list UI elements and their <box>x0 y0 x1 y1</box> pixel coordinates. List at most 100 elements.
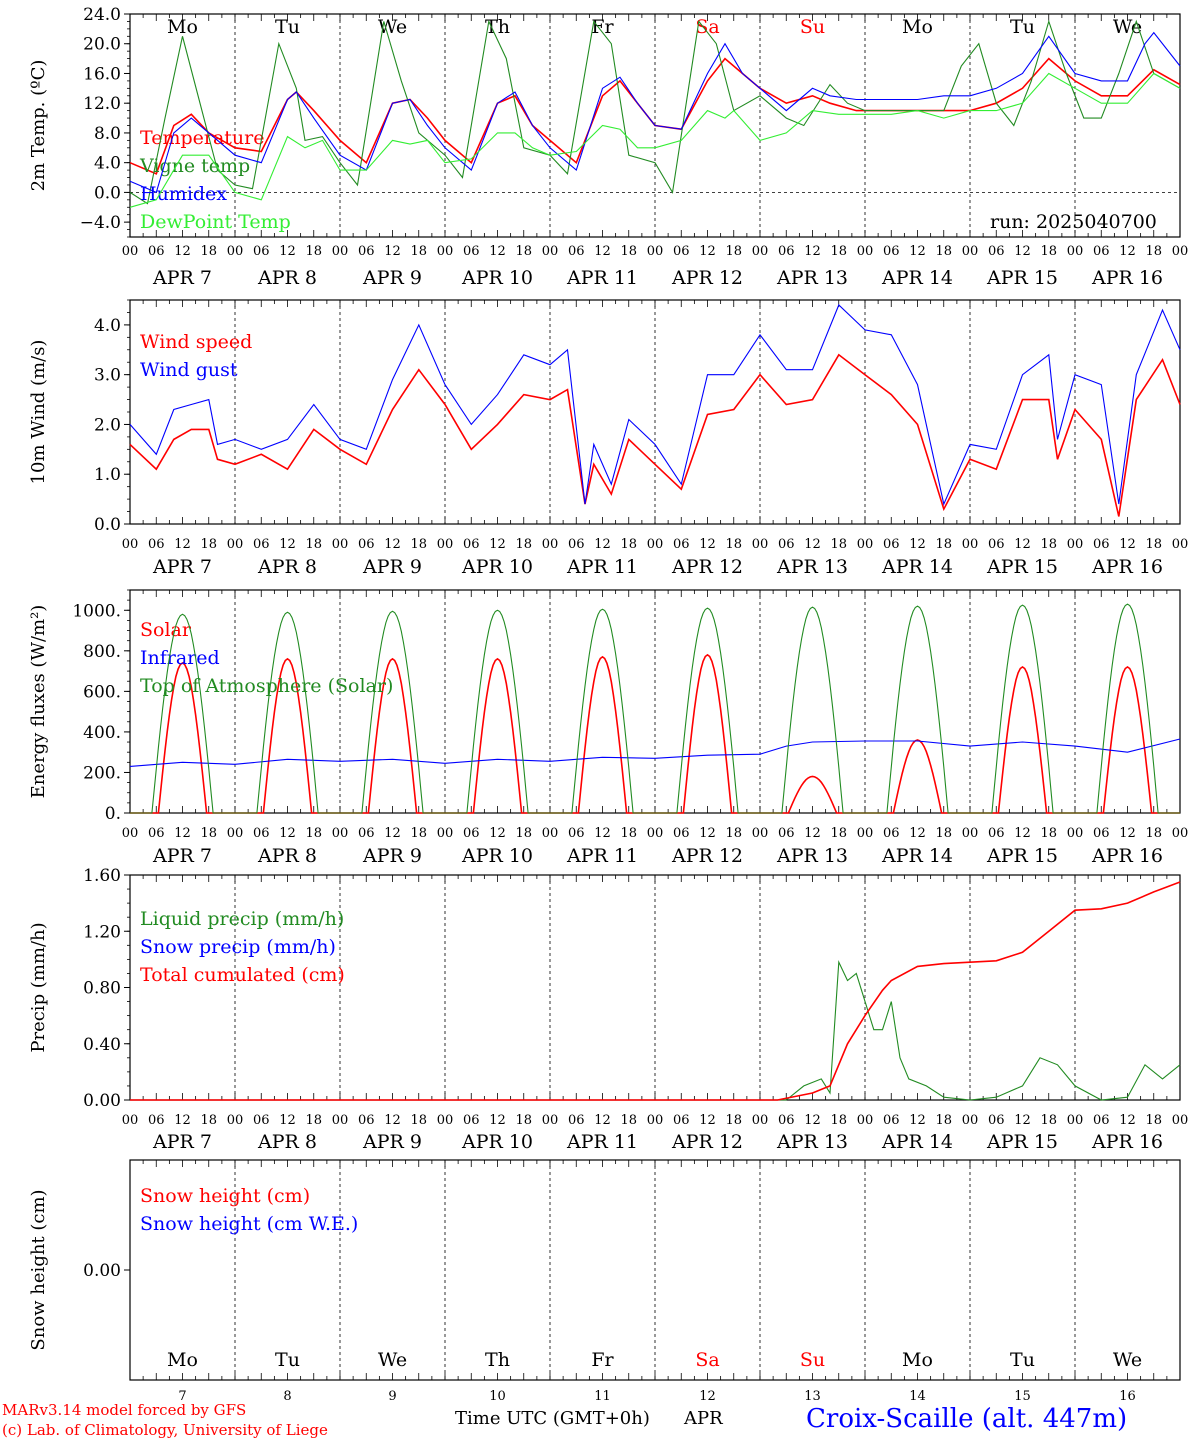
y-tick-label: 200. <box>83 763 121 783</box>
panel-4: 1.60 1.20 0.80 0.40 0.00 Precip (mm/h) 00 06 12 1… <box>28 866 1188 1153</box>
hour-tick-label: 00 <box>857 244 874 259</box>
date-label: APR 16 <box>1091 845 1163 867</box>
hour-tick-label: 00 <box>227 244 244 259</box>
date-label: APR 12 <box>671 1131 743 1153</box>
hour-tick-label: 00 <box>437 826 454 841</box>
hour-tick-label: 00 <box>122 826 139 841</box>
hour-tick-label: 12 <box>489 826 506 841</box>
day-name-label: Tu <box>275 16 300 38</box>
hour-tick-label: 18 <box>305 244 322 259</box>
y-axis-label: Energy fluxes (W/m²) <box>28 605 49 799</box>
hour-tick-label: 06 <box>778 826 795 841</box>
hour-tick-label: 06 <box>673 537 690 552</box>
y-tick-label: 8.0 <box>94 124 121 144</box>
date-label: APR 10 <box>461 1131 533 1153</box>
hour-tick-label: 18 <box>1145 537 1162 552</box>
hour-tick-label: 18 <box>1145 244 1162 259</box>
day-name-label: We <box>1113 16 1142 38</box>
day-name-label: We <box>378 16 407 38</box>
y-tick-label: 24.0 <box>83 5 121 25</box>
series-line-vigne-temp <box>129 19 1181 205</box>
y-tick-label: 12.0 <box>83 94 121 114</box>
hour-tick-label: 12 <box>384 826 401 841</box>
series-line-total-cumulated-cm- <box>130 881 1181 1101</box>
hour-tick-label: 12 <box>489 244 506 259</box>
hour-tick-label: 12 <box>174 1113 191 1128</box>
hour-tick-label: 18 <box>830 244 847 259</box>
hour-tick-label: 00 <box>332 826 349 841</box>
legend-entry: Snow height (cm) <box>140 1185 310 1207</box>
hour-tick-label: 06 <box>673 826 690 841</box>
day-name-label: Mo <box>902 1349 933 1371</box>
y-axis-label: Precip (mm/h) <box>28 922 49 1052</box>
day-number-label: 9 <box>388 1389 396 1404</box>
hour-tick-label: 18 <box>410 826 427 841</box>
hour-tick-label: 00 <box>332 244 349 259</box>
hour-tick-label: 06 <box>778 537 795 552</box>
legend-entry: DewPoint Temp <box>140 211 291 233</box>
hour-tick-label: 12 <box>699 826 716 841</box>
hour-tick-label: 12 <box>489 1113 506 1128</box>
y-axis-label: 2m Temp. (ºC) <box>28 60 49 192</box>
footer-model: MARv3.14 model forced by GFS <box>2 1401 246 1419</box>
hour-tick-label: 18 <box>935 1113 952 1128</box>
day-name-label: Mo <box>902 16 933 38</box>
panel-1: 24.0 20.0 16.0 12.0 8.0 4.0 0.0 −4.0 2m Temp. (º… <box>28 5 1188 289</box>
hour-tick-label: 06 <box>358 826 375 841</box>
day-name-label: Tu <box>1010 16 1035 38</box>
hour-tick-label: 06 <box>988 244 1005 259</box>
hour-tick-label: 12 <box>804 826 821 841</box>
hour-tick-label: 06 <box>148 537 165 552</box>
day-number-label: 14 <box>909 1389 926 1404</box>
hour-tick-label: 06 <box>253 1113 270 1128</box>
hour-tick-label: 06 <box>883 537 900 552</box>
date-label: APR 8 <box>257 267 317 289</box>
date-label: APR 8 <box>257 845 317 867</box>
hour-tick-label: 06 <box>463 244 480 259</box>
series-line-top-of-atmosphere-solar- <box>130 603 1180 814</box>
day-name-label: Mo <box>167 16 198 38</box>
y-tick-label: 0. <box>105 804 121 824</box>
hour-tick-label: 12 <box>1014 244 1031 259</box>
hour-tick-label: 06 <box>778 1113 795 1128</box>
day-name-label: Th <box>485 1349 510 1371</box>
hour-tick-label: 12 <box>699 537 716 552</box>
hour-tick-label: 12 <box>909 244 926 259</box>
hour-tick-label: 18 <box>620 244 637 259</box>
hour-tick-label: 00 <box>752 537 769 552</box>
hour-tick-label: 12 <box>1119 244 1136 259</box>
hour-tick-label: 06 <box>988 826 1005 841</box>
y-tick-label: 16.0 <box>83 64 121 84</box>
panel-2: 4.0 3.0 2.0 1.0 0.0 10m Wind (m/s) 00 06 12 18 APR… <box>28 299 1189 578</box>
hour-tick-label: 12 <box>804 244 821 259</box>
hour-tick-label: 12 <box>174 537 191 552</box>
date-label: APR 9 <box>362 267 422 289</box>
y-tick-label: 1.0 <box>94 465 121 485</box>
date-label: APR 11 <box>566 1131 638 1153</box>
day-number-label: 15 <box>1014 1389 1031 1404</box>
date-label: APR 11 <box>566 845 638 867</box>
hour-tick-label: 12 <box>594 244 611 259</box>
hour-tick-label: 00 <box>437 244 454 259</box>
date-label: APR 9 <box>362 556 422 578</box>
hour-tick-label: 00 <box>1172 537 1189 552</box>
hour-tick-label: 18 <box>1040 244 1057 259</box>
y-tick-label: 20.0 <box>83 35 121 55</box>
hour-tick-label: 18 <box>200 1113 217 1128</box>
hour-tick-label: 12 <box>699 244 716 259</box>
legend-entry: Snow precip (mm/h) <box>140 936 336 958</box>
hour-tick-label: 18 <box>1040 537 1057 552</box>
panel-5: 0.00 Snow height (cm) Mo 7 Tu 8 We 9 Th 10 Fr 11 Sa 1… <box>28 1159 1181 1404</box>
hour-tick-label: 18 <box>200 537 217 552</box>
footer-lab: (c) Lab. of Climatology, University of L… <box>2 1421 328 1439</box>
hour-tick-label: 12 <box>594 1113 611 1128</box>
hour-tick-label: 06 <box>463 1113 480 1128</box>
date-label: APR 15 <box>986 556 1058 578</box>
day-name-label: We <box>378 1349 407 1371</box>
hour-tick-label: 06 <box>673 244 690 259</box>
hour-tick-label: 18 <box>515 244 532 259</box>
hour-tick-label: 12 <box>174 826 191 841</box>
hour-tick-label: 06 <box>253 826 270 841</box>
day-name-label: Su <box>800 16 825 38</box>
